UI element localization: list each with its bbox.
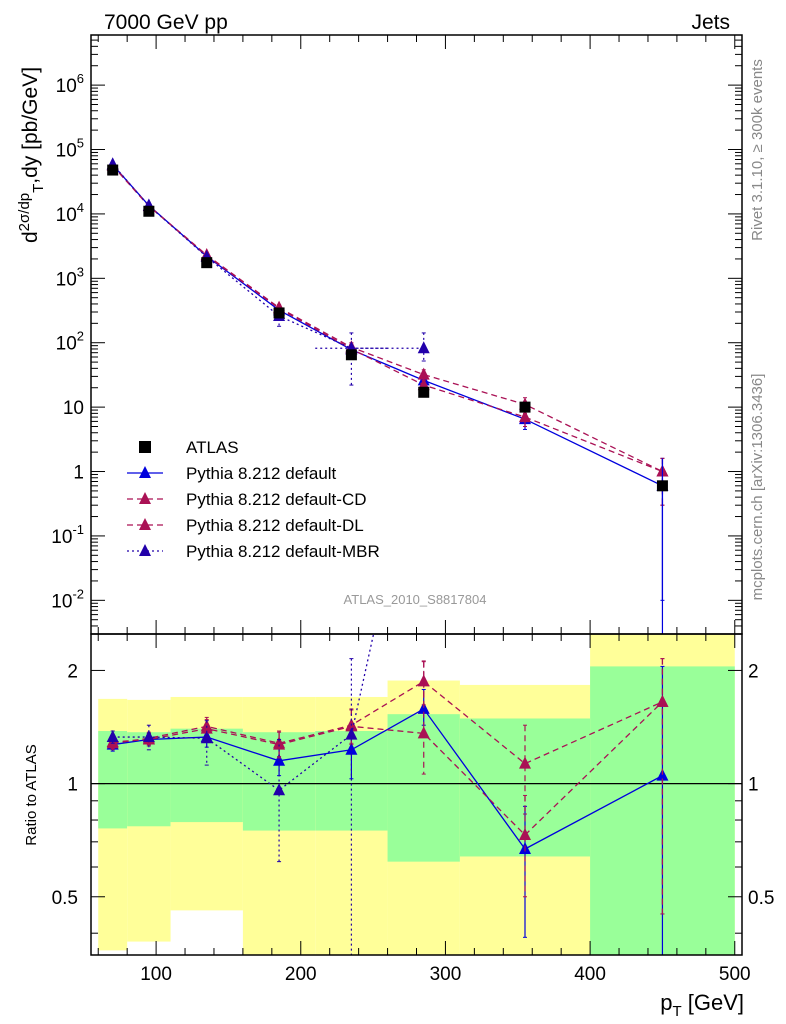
atlas-data-point: [143, 205, 155, 217]
ratio-series-3-point: [142, 730, 155, 743]
main-y-tick-label: 103: [56, 264, 84, 290]
green-band-bin: [387, 714, 460, 862]
main-panel: [106, 157, 669, 634]
ratio-series-0-point: [417, 701, 430, 714]
ratio-series-2-point: [656, 694, 669, 707]
atlas-data-point: [273, 307, 285, 319]
axes: 10-2 10-1 1 10 102 103 104 105 106 0.5 0.5 1 1 2 2 100 2…: [51, 34, 774, 985]
atlas-data-point: [656, 480, 668, 492]
ratio-y-tick-label-left: 0.5: [52, 888, 78, 909]
x-tick-label: 400: [574, 964, 606, 985]
ratio-y-tick-label-left: 2: [67, 661, 78, 682]
ratio-series-3-point: [106, 730, 119, 743]
legend-label: Pythia 8.212 default-DL: [186, 516, 364, 535]
legend-label: ATLAS: [186, 438, 239, 457]
main-y-tick-label: 106: [56, 71, 84, 97]
header-left: 7000 GeV pp: [104, 11, 228, 34]
analysis-id: ATLAS_2010_S8817804: [344, 592, 487, 607]
ratio-series-1-point: [417, 674, 430, 687]
x-tick-label: 200: [285, 964, 317, 985]
legend-marker-square: [139, 441, 151, 453]
main-series-2-line: [112, 164, 663, 473]
legend-marker-triangle: [139, 544, 151, 556]
ratio-bands: [98, 634, 735, 955]
main-y-tick-label: 10: [63, 398, 84, 419]
main-y-tick-label: 102: [56, 329, 84, 355]
main-y-tick-label: 10-2: [51, 586, 84, 612]
main-y-tick-label: 10-1: [51, 522, 84, 548]
ratio-series-2-point: [273, 737, 286, 750]
ratio-series-2-line: [112, 701, 663, 836]
x-tick-label: 300: [430, 964, 462, 985]
main-series-3-line: [112, 165, 663, 473]
ratio-panel: [91, 634, 742, 955]
legend-label: Pythia 8.212 default-MBR: [186, 542, 380, 561]
ratio-y-tick-label-right: 2: [748, 661, 759, 682]
main-y-tick-label: 105: [56, 136, 84, 162]
main-series-4-point: [417, 341, 430, 354]
rivet-label: Rivet 3.1.10, ≥ 300k events: [749, 59, 766, 241]
ratio-series-2-point: [519, 827, 531, 840]
main-series-3-point: [519, 410, 531, 423]
legend-marker-triangle: [139, 492, 151, 504]
legend-marker-triangle: [139, 466, 151, 478]
ratio-series-2-point: [417, 726, 430, 739]
atlas-data-point: [418, 386, 430, 398]
x-axis-label: pT​ [GeV]: [660, 990, 744, 1020]
ratio-y-tick-label-right: 0.5: [748, 888, 774, 909]
ratio-y-tick-label-right: 1: [748, 775, 759, 796]
ratio-y-axis-label: Ratio to ATLAS: [23, 744, 40, 845]
atlas-data-point: [107, 164, 119, 176]
ratio-y-tick-label-left: 1: [67, 775, 78, 796]
legend-marker-triangle: [139, 518, 151, 530]
green-band-bin: [127, 732, 171, 827]
atlas-data-point: [519, 401, 531, 413]
mbr-offscale-line: [350, 634, 375, 735]
mcplots-label: mcplots.cern.ch [arXiv:1306.3436]: [749, 374, 766, 601]
main-y-axis-label: d2σ/dp​T​,dy [pb/GeV]: [16, 67, 47, 243]
x-tick-label: 100: [140, 964, 172, 985]
ratio-series-0-point: [656, 768, 669, 781]
main-y-tick-label: 1: [73, 463, 84, 484]
header-right: Jets: [691, 11, 730, 34]
legend-label: Pythia 8.212 default-CD: [186, 490, 367, 509]
atlas-data-point: [345, 349, 357, 361]
legend-label: Pythia 8.212 default: [186, 464, 337, 483]
atlas-data-point: [201, 257, 213, 269]
x-tick-label: 500: [719, 964, 751, 985]
ratio-series-1-point: [519, 756, 531, 769]
main-series-4-line: [112, 163, 424, 349]
main-y-tick-label: 104: [56, 200, 84, 226]
main-series-2-point: [417, 367, 430, 380]
ratio-series-3-point: [200, 731, 213, 744]
ratio-series-0-line: [112, 708, 663, 850]
ratio-series-3-point: [273, 783, 286, 796]
main-series-1-line: [112, 164, 663, 487]
